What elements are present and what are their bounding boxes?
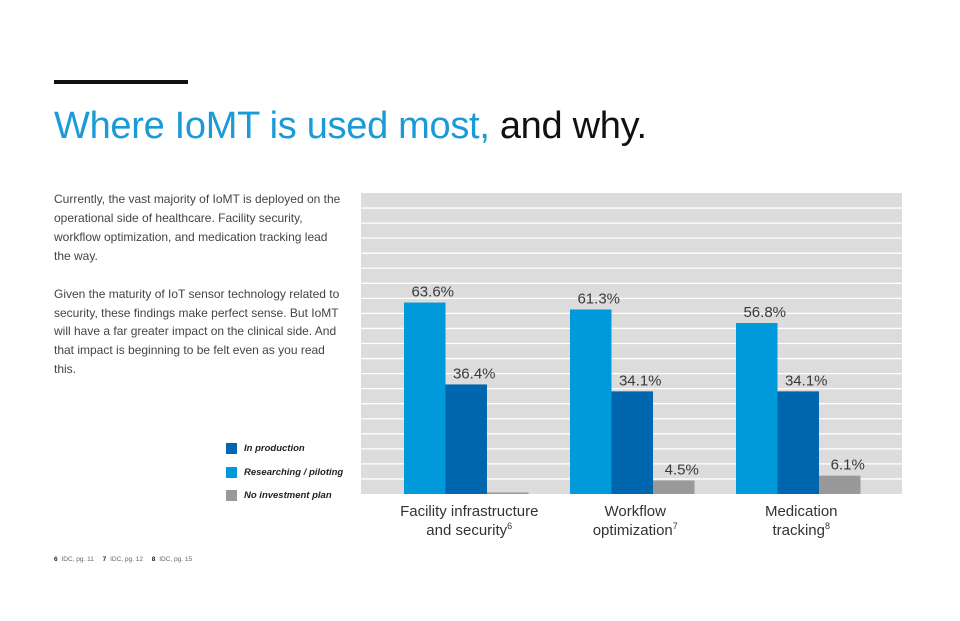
footnote: 8 IDC, pg. 15 — [151, 556, 193, 563]
data-label: 34.1% — [619, 372, 662, 389]
data-label: 4.5% — [665, 461, 699, 478]
legend-item-no-investment: No investment plan — [226, 484, 343, 508]
legend-label: No investment plan — [244, 490, 332, 502]
bar-no-investment-plan — [653, 480, 695, 494]
bar-researching-piloting — [404, 302, 446, 494]
bar-in-production — [611, 391, 653, 494]
legend-swatch-researching — [226, 466, 237, 478]
category-label: Workflow — [605, 503, 667, 520]
legend-label: In production — [244, 443, 305, 455]
bar-researching-piloting — [570, 309, 612, 494]
legend-label: Researching / piloting — [244, 466, 344, 478]
data-label: 6.1% — [831, 457, 865, 474]
data-label: 34.1% — [785, 372, 828, 389]
data-label: 56.8% — [743, 304, 786, 321]
page-title: Where IoMT is used most, and why. — [54, 100, 647, 152]
category-label: tracking8 — [772, 521, 830, 539]
legend-item-researching: Researching / piloting — [226, 461, 343, 485]
legend-swatch-no-investment — [226, 490, 237, 502]
chart-legend: In production Researching / piloting No … — [226, 437, 343, 508]
data-label: 63.6% — [411, 284, 454, 301]
bar-in-production — [445, 384, 487, 494]
bar-no-investment-plan — [487, 492, 529, 494]
intro-paragraph: Currently, the vast majority of IoMT is … — [54, 192, 341, 263]
footnote-ref: 7 — [673, 521, 678, 531]
footnote: 7 IDC, pg. 12 — [102, 556, 143, 563]
page-title-accent: Where IoMT is used most, — [54, 105, 490, 147]
title-rule — [54, 80, 188, 84]
bar-in-production — [777, 391, 819, 494]
footnote-ref: 8 — [825, 521, 830, 531]
intro-text: Currently, the vast majority of IoMT is … — [54, 190, 344, 398]
bar-no-investment-plan — [819, 475, 861, 494]
legend-item-in-production: In production — [226, 437, 343, 461]
category-label: optimization7 — [593, 521, 678, 539]
footnote: 6 IDC, pg. 11 — [54, 556, 94, 563]
footnote-ref: 6 — [507, 521, 512, 531]
bar-researching-piloting — [736, 323, 778, 494]
data-label: 36.4% — [453, 365, 496, 382]
footnotes: 6 IDC, pg. 11 7 IDC, pg. 12 8 IDC, pg. 1… — [54, 556, 199, 563]
category-label: Medication — [765, 503, 838, 520]
data-label: 61.3% — [577, 290, 620, 307]
category-label: Facility infrastructure — [400, 503, 538, 520]
page-title-rest: and why. — [489, 105, 647, 147]
legend-swatch-in-production — [226, 443, 237, 455]
category-label: and security6 — [426, 521, 512, 539]
intro-paragraph: Given the maturity of IoT sensor technol… — [54, 286, 340, 377]
